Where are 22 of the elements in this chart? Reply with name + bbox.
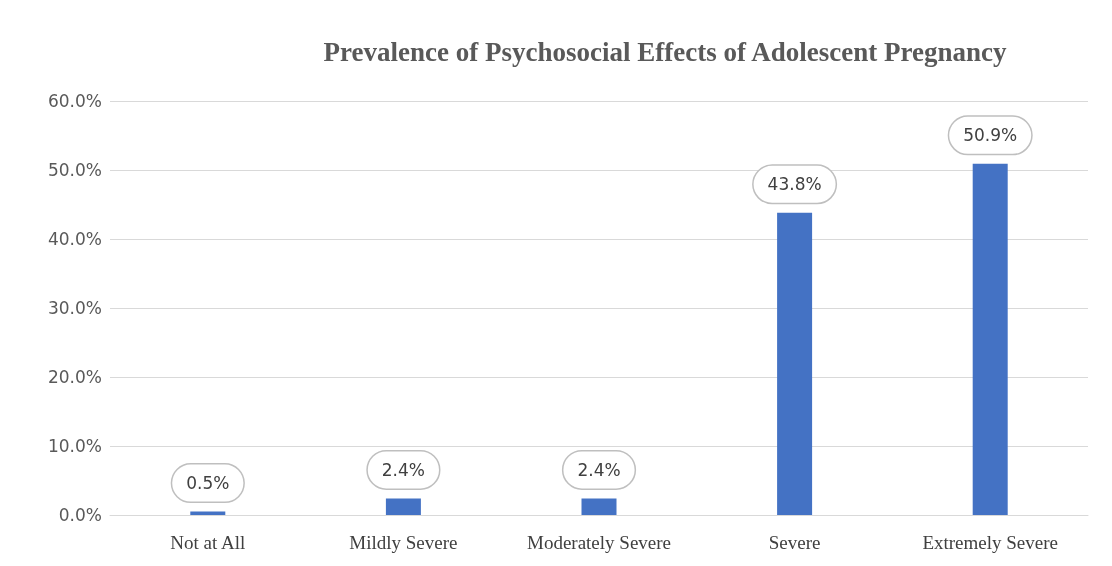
y-tick-label: 30.0%: [47, 298, 102, 318]
y-tick-label: 60.0%: [47, 91, 102, 111]
x-tick-label: Extremely Severe: [922, 532, 1058, 553]
x-tick-label: Mildly Severe: [349, 532, 458, 553]
y-tick-label: 0.0%: [58, 505, 102, 525]
data-label: 2.4%: [381, 459, 425, 480]
bar: [972, 163, 1008, 515]
y-tick-label: 10.0%: [47, 436, 102, 456]
data-label: 43.8%: [767, 174, 822, 195]
y-tick-label: 20.0%: [47, 367, 102, 387]
bar: [581, 498, 617, 515]
bar: [777, 212, 813, 515]
x-tick-label: Moderately Severe: [526, 532, 672, 553]
x-tick-label: Severe: [768, 532, 821, 553]
bar: [385, 498, 421, 515]
chart-title: Prevalence of Psychosocial Effects of Adolescent Pregnancy: [323, 36, 1007, 67]
data-label: 50.9%: [963, 125, 1018, 146]
data-label: 0.5%: [186, 473, 230, 494]
x-tick-label: Not at All: [170, 532, 246, 553]
y-tick-label: 50.0%: [47, 160, 102, 180]
data-label: 2.4%: [577, 459, 621, 480]
y-tick-label: 40.0%: [47, 229, 102, 249]
